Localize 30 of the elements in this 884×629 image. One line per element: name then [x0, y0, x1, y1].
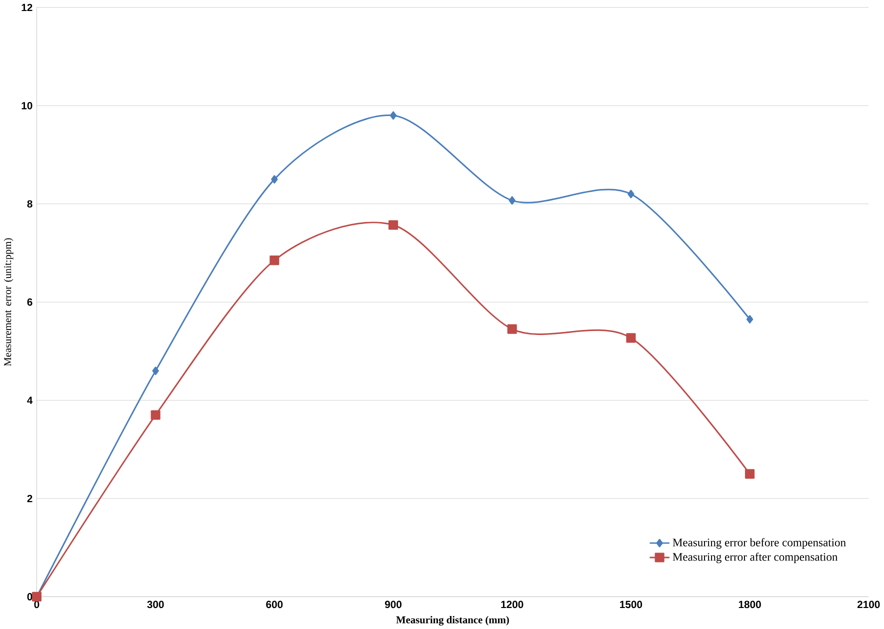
point [390, 111, 397, 120]
y-tick-label: 6 [27, 298, 32, 306]
y-axis-title: Measurement error (unit:ppm) [4, 238, 14, 366]
y-tick-label: 4 [27, 396, 33, 404]
point [152, 366, 159, 375]
x-tick-label: 600 [266, 600, 283, 608]
x-tick-label: 300 [147, 600, 164, 608]
x-tick-label: 1800 [738, 600, 761, 608]
y-tick-label: 0 [27, 592, 32, 600]
y-tick-label: 12 [22, 4, 32, 11]
point [746, 314, 754, 324]
x-tick-label: 1500 [620, 600, 642, 608]
point [270, 255, 280, 265]
point [388, 220, 398, 230]
point [271, 174, 278, 184]
y-tick-label: 8 [27, 200, 32, 208]
y-tick-label: 2 [27, 494, 32, 502]
point [150, 410, 160, 420]
point [507, 324, 517, 334]
legend-label: Measuring error before compensation [672, 538, 846, 549]
y-tick-label: 10 [22, 102, 32, 110]
x-tick-label: 900 [384, 600, 402, 608]
point [626, 332, 636, 343]
legend-label: Measuring error after compensation [672, 552, 838, 564]
x-tick-label: 1200 [501, 600, 524, 608]
point [508, 196, 516, 204]
x-axis-title: Measuring distance (mm) [396, 616, 509, 626]
x-tick-label: 2100 [857, 600, 880, 608]
point [745, 469, 755, 479]
point [628, 190, 634, 198]
